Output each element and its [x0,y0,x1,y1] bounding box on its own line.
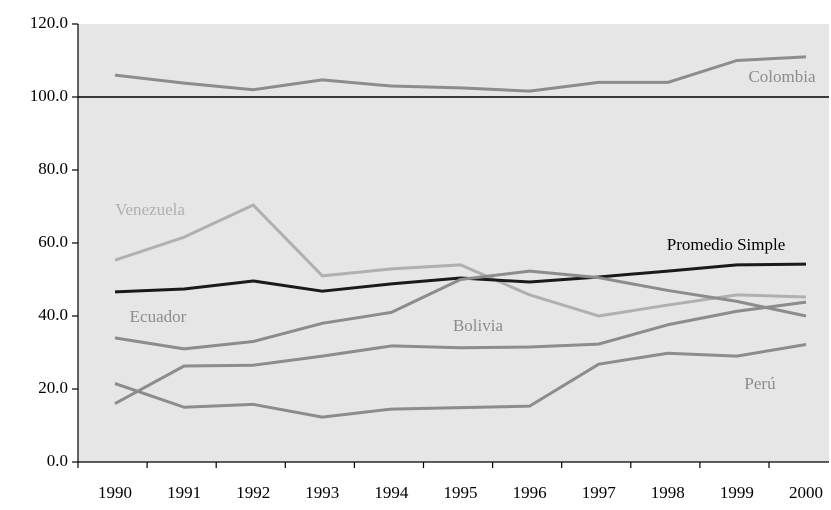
series-line [114,300,807,405]
x-tick-label: 1998 [651,483,685,502]
x-tick-label: 2000 [789,483,823,502]
series-label: Venezuela [115,200,185,219]
x-tick-label: 1994 [374,483,409,502]
x-tick-label: 1995 [444,483,478,502]
y-tick-label: 20.0 [38,378,68,397]
series-line [114,269,807,351]
series-label: Bolivia [453,316,504,335]
x-tick-label: 1992 [236,483,270,502]
series-label: Perú [744,374,776,393]
x-tick-label: 1996 [513,483,547,502]
x-tick-label: 1991 [167,483,201,502]
y-tick-label: 0.0 [47,451,68,470]
x-tick-label: 1999 [720,483,754,502]
y-tick-label: 100.0 [30,86,68,105]
y-tick-label: 120.0 [30,13,68,32]
series-label: Promedio Simple [667,235,786,254]
series-line [114,203,807,318]
x-tick-label: 1993 [305,483,339,502]
series-label: Ecuador [130,307,187,326]
series-line [114,55,807,93]
x-tick-label: 1990 [98,483,132,502]
y-tick-label: 40.0 [38,305,68,324]
x-tick-label: 1997 [582,483,617,502]
y-tick-label: 80.0 [38,159,68,178]
series-label: Colombia [748,67,816,86]
series-line [114,342,807,419]
y-tick-label: 60.0 [38,232,68,251]
